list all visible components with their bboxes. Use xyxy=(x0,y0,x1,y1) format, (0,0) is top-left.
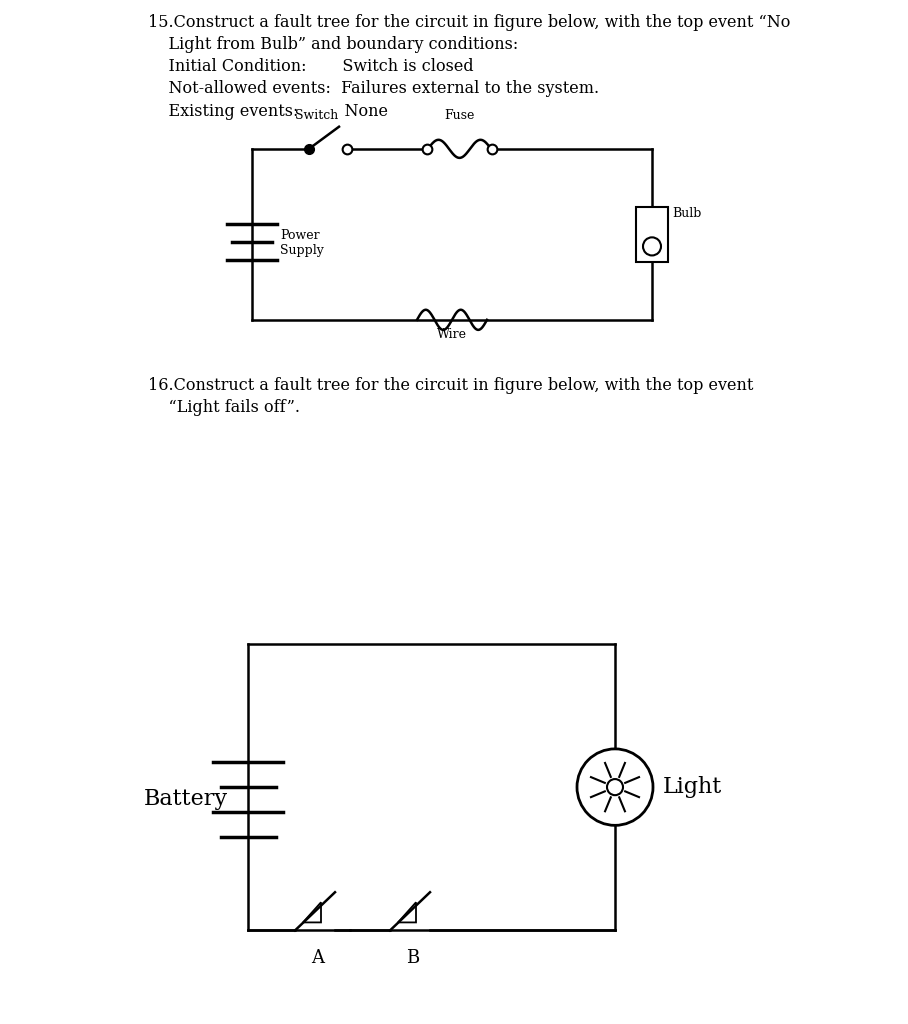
Circle shape xyxy=(607,779,623,796)
Bar xyxy=(636,207,668,262)
Text: Existing events:         None: Existing events: None xyxy=(148,102,388,120)
Text: 16.Construct a fault tree for the circuit in figure below, with the top event: 16.Construct a fault tree for the circui… xyxy=(148,377,754,394)
Text: A: A xyxy=(311,948,324,967)
Text: Switch: Switch xyxy=(295,109,339,122)
Text: Not-allowed events:  Failures external to the system.: Not-allowed events: Failures external to… xyxy=(148,81,599,97)
Text: Battery: Battery xyxy=(143,788,228,810)
Text: Power: Power xyxy=(280,229,320,243)
Text: Wire: Wire xyxy=(437,328,467,341)
Text: Light from Bulb” and boundary conditions:: Light from Bulb” and boundary conditions… xyxy=(148,36,518,53)
Circle shape xyxy=(577,749,653,825)
Text: “Light fails off”.: “Light fails off”. xyxy=(148,399,300,417)
Circle shape xyxy=(643,238,661,255)
Text: 15.Construct a fault tree for the circuit in figure below, with the top event “N: 15.Construct a fault tree for the circui… xyxy=(148,14,790,31)
Text: Bulb: Bulb xyxy=(672,207,701,220)
Text: Fuse: Fuse xyxy=(444,109,475,122)
Text: B: B xyxy=(406,948,419,967)
Text: Light: Light xyxy=(663,776,722,798)
Text: Initial Condition:       Switch is closed: Initial Condition: Switch is closed xyxy=(148,58,474,76)
Text: Supply: Supply xyxy=(280,245,324,257)
